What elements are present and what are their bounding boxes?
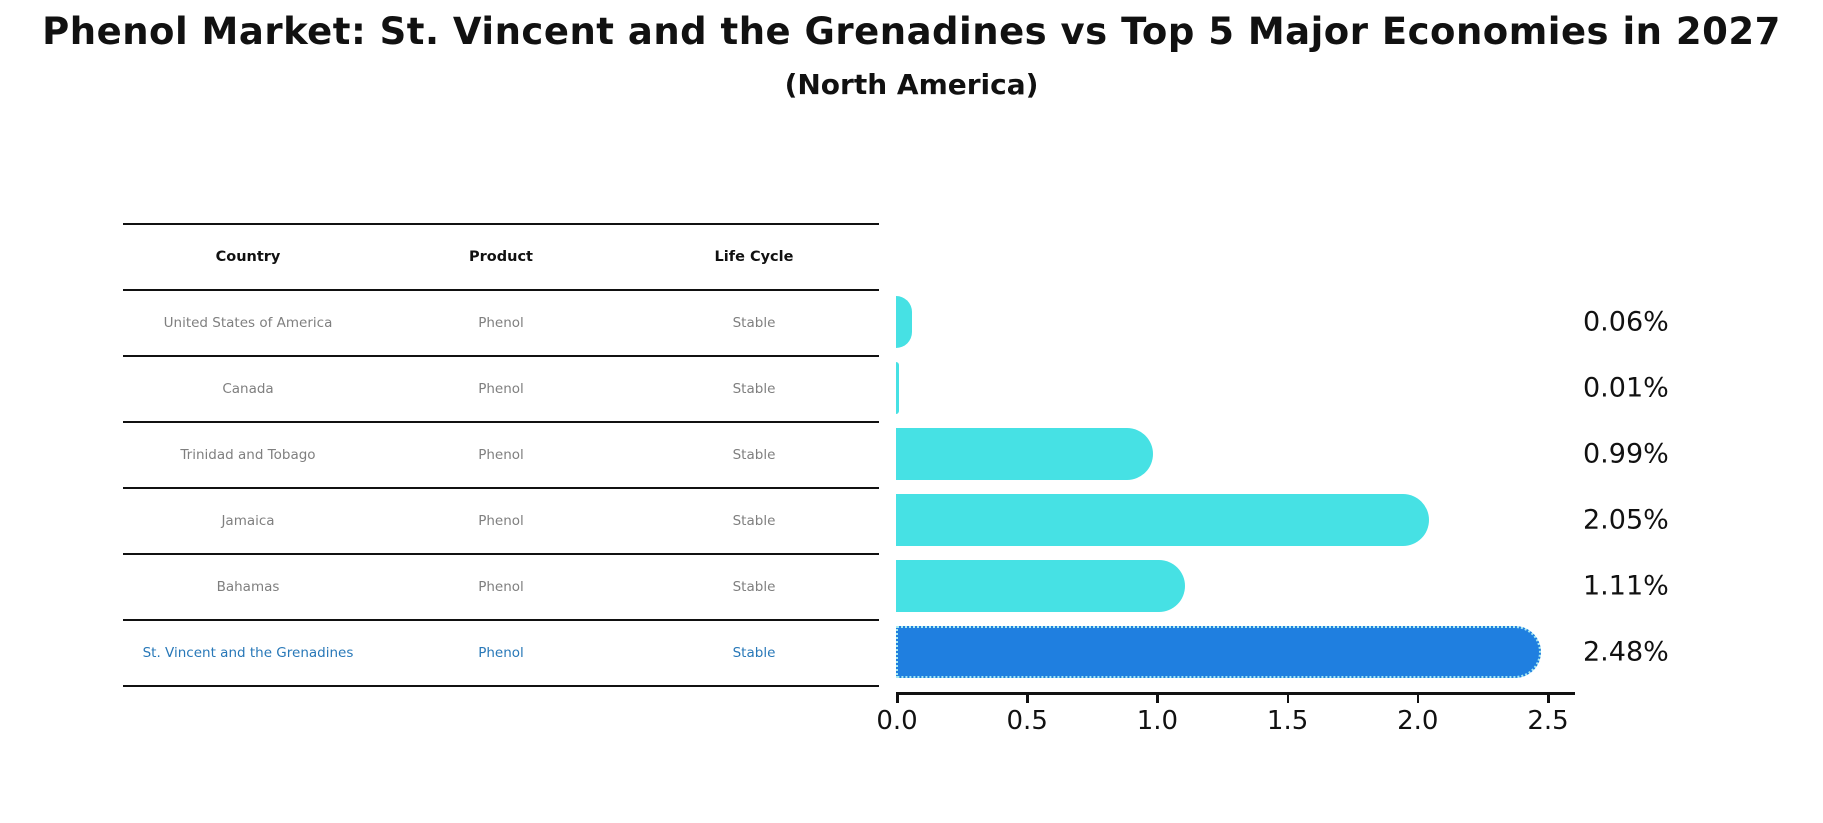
- chart-subtitle: (North America): [784, 68, 1039, 101]
- cell-life-cycle: Stable: [732, 381, 776, 397]
- cell-life-cycle: Stable: [732, 579, 776, 595]
- x-tick-label-0.0: 0.0: [876, 706, 918, 736]
- cell-product: Phenol: [478, 513, 524, 529]
- x-tick-label-1.0: 1.0: [1136, 706, 1179, 736]
- value-label-trinidad-and-tobago: 0.99%: [1583, 438, 1669, 470]
- cell-country: United States of America: [163, 315, 333, 331]
- bar-jamaica: [896, 494, 1429, 546]
- cell-country: Jamaica: [221, 513, 275, 529]
- value-label-bahamas: 1.11%: [1583, 570, 1669, 602]
- x-tick-1.0: [1156, 695, 1159, 703]
- cell-product: Phenol: [478, 315, 524, 331]
- x-tick-2.0: [1416, 695, 1420, 703]
- cell-country: Trinidad and Tobago: [180, 447, 316, 463]
- table-header-row: Country Product Life Cycle: [123, 223, 879, 289]
- x-tick-0.0: [896, 695, 899, 703]
- table-row-trinidad-and-tobago: Trinidad and Tobago Phenol Stable: [123, 421, 879, 487]
- x-tick-2.5: [1547, 695, 1550, 703]
- column-header-product: Product: [469, 249, 533, 265]
- value-label-united-states-of-america: 0.06%: [1583, 306, 1669, 338]
- cell-product: Phenol: [478, 381, 524, 397]
- table-row-st-vincent-and-the-grenadines: St. Vincent and the Grenadines Phenol Stab…: [123, 619, 879, 685]
- table-row-jamaica: Jamaica Phenol Stable: [123, 487, 879, 553]
- x-axis-line: [896, 692, 1575, 695]
- x-tick-label-2.5: 2.5: [1527, 706, 1569, 736]
- x-tick-1.5: [1286, 695, 1290, 703]
- bar-bahamas: [896, 560, 1185, 612]
- cell-life-cycle: Stable: [732, 645, 776, 661]
- table-body: United States of America Phenol Stable Cana…: [123, 289, 879, 685]
- cell-country: Bahamas: [216, 579, 280, 595]
- x-tick-label-1.5: 1.5: [1266, 706, 1309, 736]
- value-label-jamaica: 2.05%: [1583, 504, 1669, 536]
- x-tick-label-2.0: 2.0: [1397, 706, 1439, 736]
- cell-product: Phenol: [478, 645, 524, 661]
- cell-product: Phenol: [478, 579, 524, 595]
- x-tick-label-0.5: 0.5: [1006, 706, 1048, 736]
- value-label-canada: 0.01%: [1583, 372, 1669, 404]
- country-table: Country Product Life Cycle United States…: [123, 223, 879, 687]
- value-label-st-vincent-and-the-grenadines: 2.48%: [1583, 636, 1669, 668]
- bar-st-vincent-and-the-grenadines: [896, 626, 1541, 678]
- cell-country: St. Vincent and the Grenadines: [142, 645, 354, 661]
- cell-product: Phenol: [478, 447, 524, 463]
- column-header-life-cycle: Life Cycle: [714, 249, 794, 265]
- cell-life-cycle: Stable: [732, 513, 776, 529]
- bar-united-states-of-america: [896, 296, 912, 348]
- table-row-united-states-of-america: United States of America Phenol Stable: [123, 289, 879, 355]
- bar-canada: [896, 362, 899, 414]
- cell-life-cycle: Stable: [732, 315, 776, 331]
- bar-trinidad-and-tobago: [896, 428, 1154, 480]
- cell-life-cycle: Stable: [732, 447, 776, 463]
- table-row-bahamas: Bahamas Phenol Stable: [123, 553, 879, 619]
- chart-title: Phenol Market: St. Vincent and the Grena…: [42, 10, 1781, 53]
- table-row-canada: Canada Phenol Stable: [123, 355, 879, 421]
- x-tick-0.5: [1026, 695, 1029, 703]
- column-header-country: Country: [215, 249, 281, 265]
- cell-country: Canada: [222, 381, 274, 397]
